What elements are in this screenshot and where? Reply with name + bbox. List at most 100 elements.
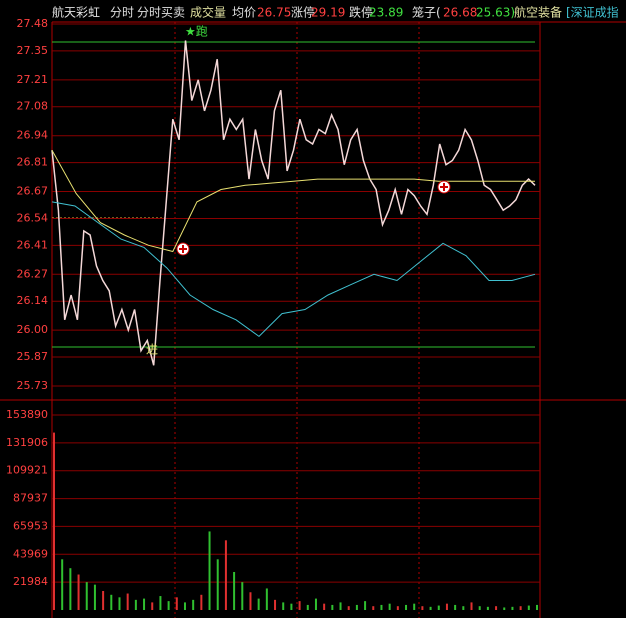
header-item: 跌停 xyxy=(349,5,373,20)
volume-bar xyxy=(519,606,522,610)
volume-bar xyxy=(462,606,465,610)
y-tick-label: 25.73 xyxy=(17,379,49,392)
volume-bar xyxy=(118,597,121,610)
header-item: 涨停 xyxy=(291,5,315,20)
volume-bar xyxy=(200,594,203,610)
volume-bar xyxy=(454,604,457,610)
volume-bar xyxy=(445,603,448,610)
header-item: 分时买卖 xyxy=(137,6,185,20)
volume-bar xyxy=(69,568,72,610)
header-item: 26.75 xyxy=(257,6,291,20)
volume-bar xyxy=(183,602,186,610)
header-item: 成交量 xyxy=(190,5,226,20)
header-item: 23.89 xyxy=(369,6,403,20)
volume-bar xyxy=(503,607,506,610)
header-item: 笼子( xyxy=(412,5,441,20)
volume-bar xyxy=(323,603,326,610)
volume-bar xyxy=(331,604,334,610)
y-tick-label: 25.87 xyxy=(17,350,49,363)
volume-bar xyxy=(233,571,236,610)
volume-bar xyxy=(102,590,105,610)
header-item: 均价 xyxy=(232,6,256,20)
volume-bar xyxy=(347,606,350,610)
volume-bar xyxy=(527,605,530,610)
volume-bar xyxy=(159,596,162,610)
volume-bar xyxy=(405,604,408,610)
y-tick-label: 26.14 xyxy=(17,294,49,307)
y-tick-label: 21984 xyxy=(13,575,48,588)
volume-bar xyxy=(257,598,260,610)
price-line xyxy=(51,149,535,253)
volume-bar xyxy=(364,601,367,610)
buy-marker xyxy=(437,180,451,194)
volume-bar xyxy=(396,606,399,610)
stock-name: 航天彩虹 xyxy=(52,5,100,20)
volume-bar xyxy=(437,605,440,610)
header-item: 25.63) xyxy=(476,6,515,20)
y-tick-label: 26.27 xyxy=(17,267,49,280)
y-tick-label: 26.67 xyxy=(17,185,49,198)
volume-bar xyxy=(470,602,473,610)
volume-bar xyxy=(314,598,317,610)
volume-bar xyxy=(306,604,309,610)
volume-bar xyxy=(85,582,88,610)
volume-bar xyxy=(53,432,55,610)
y-tick-label: 26.00 xyxy=(17,323,49,336)
header-item: 26.68 xyxy=(443,6,477,20)
volume-bar xyxy=(265,588,268,610)
y-tick-label: 153890 xyxy=(6,408,48,421)
volume-bar xyxy=(274,599,277,610)
volume-bar xyxy=(110,594,113,610)
volume-bar xyxy=(126,593,129,610)
volume-bar xyxy=(241,582,244,610)
volume-bar xyxy=(339,602,342,610)
y-tick-label: 131906 xyxy=(6,436,48,449)
volume-bar xyxy=(355,604,358,610)
y-tick-label: 26.94 xyxy=(17,129,49,142)
header-item: 29.19 xyxy=(311,6,345,20)
volume-bar xyxy=(143,598,146,610)
y-tick-label: 27.48 xyxy=(17,17,49,30)
volume-bar xyxy=(413,603,416,610)
volume-bar xyxy=(192,599,195,610)
y-tick-label: 27.21 xyxy=(17,73,49,86)
header-item: [深证成指 xyxy=(566,5,619,20)
volume-bar xyxy=(134,599,137,610)
volume-bar xyxy=(429,606,432,610)
y-tick-label: 26.54 xyxy=(17,211,49,224)
annotation: ★跑 xyxy=(185,25,208,39)
volume-bar xyxy=(421,606,424,610)
buy-marker xyxy=(176,242,190,256)
volume-bar xyxy=(249,592,252,610)
y-tick-label: 109921 xyxy=(6,464,48,477)
price-line xyxy=(51,40,536,366)
volume-bar xyxy=(478,606,481,610)
y-tick-label: 43969 xyxy=(13,547,48,560)
y-tick-label: 26.81 xyxy=(17,156,49,169)
volume-bar xyxy=(216,559,219,610)
volume-bar xyxy=(495,606,498,610)
plot xyxy=(51,23,540,610)
volume-bar xyxy=(167,601,170,610)
volume-bar xyxy=(536,604,538,610)
y-tick-label: 27.08 xyxy=(17,100,49,113)
volume-bar xyxy=(208,531,211,610)
volume-bar xyxy=(175,597,178,610)
header-item: 分时 xyxy=(110,6,134,20)
volume-bar xyxy=(380,604,383,610)
y-tick-label: 26.41 xyxy=(17,238,49,251)
volume-bar xyxy=(151,602,154,610)
volume-bar xyxy=(282,602,285,610)
price-line xyxy=(51,201,536,338)
volume-bar xyxy=(372,606,375,610)
volume-bar xyxy=(93,584,96,610)
y-tick-label: 27.35 xyxy=(17,44,49,57)
volume-bar xyxy=(290,603,293,610)
volume-bar xyxy=(224,540,227,610)
header-item: 航空装备 xyxy=(514,5,562,20)
volume-bar xyxy=(388,603,391,610)
y-tick-label: 65953 xyxy=(13,519,48,532)
annotation: 进 xyxy=(146,343,158,357)
